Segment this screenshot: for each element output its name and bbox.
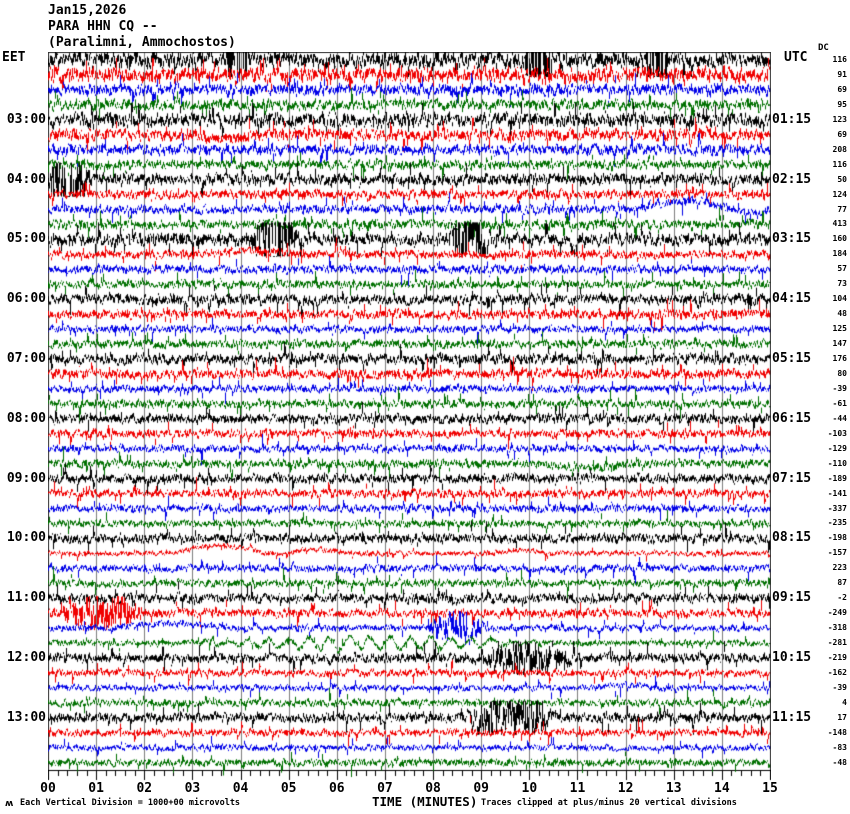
dc-offset-value: -61 — [832, 398, 847, 408]
utc-hour-label: 05:15 — [772, 351, 812, 366]
utc-hour-label: 08:15 — [772, 530, 812, 546]
dc-offset-value: 69 — [837, 129, 847, 139]
dc-offset-value: -318 — [827, 623, 847, 633]
dc-offset-value: -249 — [827, 608, 847, 618]
utc-hour-label: 11:15 — [772, 709, 812, 725]
dc-offset-value: -110 — [827, 458, 847, 468]
eet-hour-label: 05:00 — [6, 231, 46, 247]
dc-offset-value: 123 — [832, 114, 847, 124]
dc-offset-value: -141 — [827, 488, 847, 498]
dc-offset-value: 4 — [842, 697, 847, 707]
dc-offset-value: 223 — [832, 563, 847, 573]
dc-offset-value: -157 — [827, 548, 847, 558]
timezone-left-label: EET — [2, 50, 26, 65]
dc-offset-value: -39 — [832, 682, 847, 692]
dc-offset-value: -189 — [827, 473, 847, 483]
dc-offset-value: -44 — [832, 413, 847, 423]
x-axis-label: 07 — [377, 781, 393, 796]
x-axis-label: 12 — [617, 781, 634, 796]
x-axis-label: 09 — [473, 781, 490, 796]
utc-hour-label: 02:15 — [772, 171, 812, 187]
dc-column-header: DC — [818, 43, 829, 53]
dc-offset-value: 87 — [837, 578, 847, 588]
x-axis-label: 04 — [232, 781, 249, 796]
dc-offset-value: 17 — [837, 712, 847, 722]
dc-offset-value: 50 — [837, 174, 847, 184]
utc-hour-label: 04:15 — [772, 291, 812, 307]
dc-offset-value: 125 — [832, 324, 847, 334]
dc-offset-value: -281 — [827, 638, 847, 648]
plot-date: Jan15,2026 — [48, 3, 127, 18]
dc-offset-value: 95 — [837, 99, 847, 109]
eet-hour-label: 06:00 — [6, 291, 46, 307]
dc-offset-value: 69 — [837, 84, 847, 94]
dc-offset-value: 184 — [832, 249, 847, 259]
utc-hour-label: 09:15 — [772, 590, 812, 606]
dc-offset-value: 77 — [837, 204, 847, 214]
dc-offset-value: 73 — [837, 279, 847, 289]
dc-offset-value: -2 — [837, 593, 847, 603]
x-axis-label: 14 — [714, 781, 730, 796]
dc-offset-value: -162 — [827, 667, 847, 677]
x-axis-label: 06 — [328, 781, 345, 796]
eet-hour-label: 03:00 — [6, 111, 46, 127]
eet-hour-label: 10:00 — [6, 530, 46, 546]
dc-offset-value: 57 — [837, 264, 847, 274]
dc-offset-value: 48 — [837, 309, 847, 319]
x-axis-label: 00 — [40, 781, 56, 796]
watermark-glyph: ʍ — [5, 799, 14, 809]
dc-offset-value: -219 — [827, 653, 847, 662]
dc-offset-value: -337 — [827, 503, 847, 513]
eet-hour-label: 12:00 — [6, 650, 46, 665]
dc-offset-value: 160 — [832, 234, 847, 244]
utc-hour-label: 06:15 — [772, 410, 812, 426]
x-axis-label: 11 — [569, 781, 586, 796]
x-axis-label: 05 — [280, 781, 297, 796]
eet-hour-label: 11:00 — [6, 590, 46, 606]
dc-offset-value: 116 — [832, 55, 847, 64]
dc-offset-value: -129 — [827, 443, 847, 453]
utc-hour-label: 10:15 — [772, 650, 812, 665]
eet-hour-label: 09:00 — [6, 470, 46, 486]
eet-hour-label: 07:00 — [6, 351, 46, 366]
timezone-right-label: UTC — [784, 50, 808, 65]
dc-offset-value: 80 — [837, 368, 847, 378]
utc-hour-label: 07:15 — [772, 470, 812, 486]
eet-hour-label: 08:00 — [6, 410, 46, 426]
dc-offset-value: -39 — [832, 383, 847, 393]
utc-hour-label: 01:15 — [772, 111, 812, 127]
dc-offset-value: 91 — [837, 69, 847, 79]
eet-hour-label: 04:00 — [6, 171, 46, 187]
x-axis-title: TIME (MINUTES) — [372, 794, 478, 809]
dc-offset-value: -83 — [832, 742, 847, 752]
dc-offset-value: 147 — [832, 339, 847, 349]
dc-offset-value: 116 — [832, 159, 847, 169]
dc-offset-value: 176 — [832, 354, 847, 363]
dc-offset-value: -103 — [827, 428, 847, 438]
seismogram-trace-canvas — [48, 52, 771, 783]
station-code: PARA HHN CQ -- — [48, 19, 158, 34]
x-axis-label: 13 — [665, 781, 682, 796]
vertical-scale-note: Each Vertical Division = 1000+00 microvo… — [20, 798, 241, 808]
dc-offset-value: -235 — [827, 518, 847, 528]
dc-offset-value: -148 — [827, 727, 847, 737]
eet-hour-label: 13:00 — [6, 709, 46, 725]
x-axis-label: 08 — [425, 781, 441, 796]
dc-offset-value: 208 — [832, 144, 847, 154]
x-axis-label: 02 — [136, 781, 153, 796]
dc-offset-value: 104 — [832, 294, 847, 304]
dc-offset-value: -48 — [832, 757, 847, 767]
dc-offset-value: 124 — [832, 189, 847, 199]
x-axis-label: 03 — [184, 781, 201, 796]
title-block: Jan15,2026 PARA HHN CQ -- (Paralimni, Am… — [48, 3, 236, 51]
utc-hour-label: 03:15 — [772, 231, 812, 247]
station-location: (Paralimni, Ammochostos) — [48, 35, 236, 50]
x-axis-label: 15 — [762, 781, 778, 796]
clipping-note: Traces clipped at plus/minus 20 vertical… — [481, 798, 737, 808]
x-axis-label: 10 — [521, 781, 538, 796]
dc-offset-value: -198 — [827, 533, 847, 543]
x-axis-label: 01 — [88, 781, 104, 796]
dc-offset-value: 413 — [832, 219, 847, 229]
